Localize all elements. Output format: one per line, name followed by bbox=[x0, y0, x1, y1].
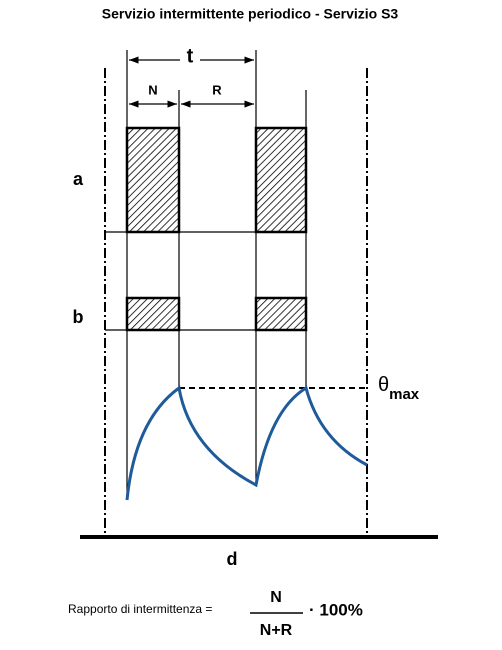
formula-denominator: N+R bbox=[260, 622, 293, 639]
r-label: R bbox=[212, 82, 222, 97]
t-label: t bbox=[187, 45, 194, 67]
theta-symbol: θ bbox=[378, 374, 389, 396]
b-label: b bbox=[73, 307, 84, 327]
theta-subscript: max bbox=[389, 386, 420, 403]
formula-numerator: N bbox=[270, 589, 282, 606]
guides bbox=[80, 50, 438, 539]
a-label: a bbox=[73, 169, 84, 189]
temperature-curve bbox=[125, 385, 368, 501]
load-blocks bbox=[105, 126, 308, 332]
formula-suffix: · 100% bbox=[309, 600, 363, 619]
n-label: N bbox=[148, 82, 157, 97]
d-label: d bbox=[227, 549, 238, 569]
theta-label: θmax bbox=[378, 374, 420, 403]
formula-prefix: Rapporto di intermittenza = bbox=[68, 602, 212, 616]
title: Servizio intermittente periodico - Servi… bbox=[102, 6, 399, 22]
dimensions: t N R bbox=[129, 45, 254, 108]
